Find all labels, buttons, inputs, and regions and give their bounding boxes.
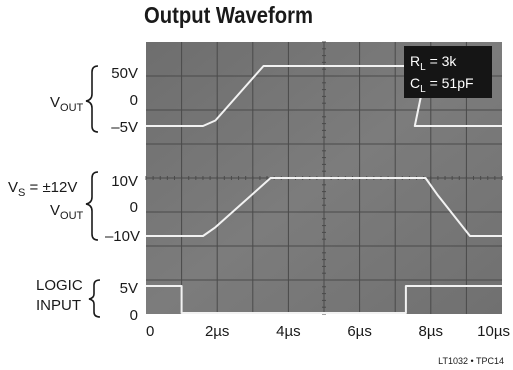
trace-2-line — [146, 177, 502, 237]
annotation-rl: RL = 3k — [410, 53, 457, 73]
x-tick-label: 10µs — [477, 323, 510, 340]
trace-1-line — [146, 65, 502, 127]
x-axis-tick-labels: 0 2µs 4µs 6µs 8µs 10µs — [146, 323, 510, 340]
chart-title: Output Waveform — [144, 2, 314, 28]
trace3-label-line2: INPUT — [36, 297, 81, 314]
trace2-brace — [85, 171, 99, 241]
trace2-tick-mid: 0 — [130, 199, 138, 216]
part-code: LT1032 • TPC14 — [438, 356, 504, 366]
trace1-tick-top: 50V — [111, 65, 138, 82]
trace2-tick-bot: –10V — [105, 228, 140, 245]
trace1-brace — [85, 65, 99, 133]
trace3-tick-bot: 0 — [130, 307, 138, 324]
trace2-tick-top: 10V — [111, 173, 138, 190]
scope-traces — [146, 65, 502, 314]
x-tick-label: 6µs — [347, 323, 372, 340]
x-tick-label: 0 — [146, 323, 154, 340]
trace3-brace — [88, 279, 101, 318]
trace1-label: VOUT — [50, 94, 84, 114]
x-tick-label: 8µs — [419, 323, 444, 340]
x-tick-label: 4µs — [276, 323, 301, 340]
x-tick-label: 2µs — [205, 323, 230, 340]
trace3-label-line1: LOGIC — [36, 277, 83, 294]
trace2-label: VOUT — [50, 202, 84, 222]
annotation-cl: CL = 51pF — [410, 75, 474, 95]
trace1-tick-mid: 0 — [130, 92, 138, 109]
trace1-tick-bot: –5V — [111, 119, 138, 136]
trace-3-line — [146, 285, 502, 314]
annotation-box — [404, 46, 492, 98]
trace2-prefix: VS = ±12V — [8, 179, 77, 199]
trace3-tick-top: 5V — [120, 280, 138, 297]
